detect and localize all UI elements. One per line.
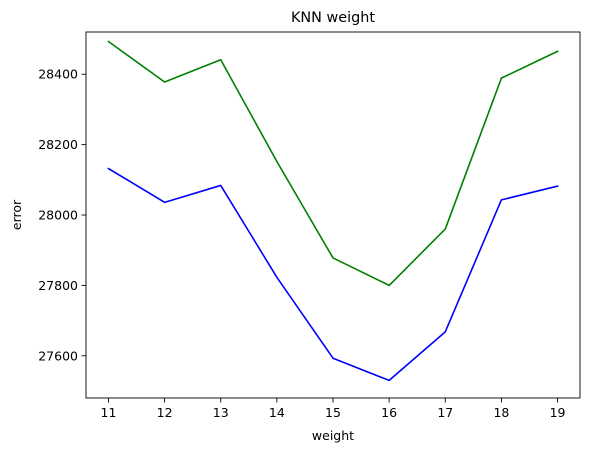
x-tick-label: 16 (381, 405, 397, 420)
x-tick-label: 12 (157, 405, 173, 420)
y-axis-ticks: 27600 27800 28000 28200 28400 (38, 67, 86, 363)
x-axis-ticks: 11 12 13 14 15 16 17 18 19 (101, 398, 566, 420)
x-tick-label: 13 (213, 405, 229, 420)
x-tick-label: 17 (437, 405, 453, 420)
y-tick-label: 27800 (38, 278, 78, 293)
y-tick-label: 27600 (38, 348, 78, 363)
series-line-1 (107, 40, 559, 287)
y-axis-label: error (9, 199, 24, 230)
plot-frame (85, 31, 581, 399)
x-tick-label: 19 (550, 405, 566, 420)
x-tick-label: 14 (269, 405, 285, 420)
series-line-2 (107, 167, 559, 382)
y-tick-label: 28400 (38, 67, 78, 82)
chart-title: KNN weight (291, 10, 375, 26)
x-tick-label: 18 (493, 405, 509, 420)
series-layer (107, 40, 559, 382)
x-axis-label: weight (312, 428, 354, 443)
x-tick-label: 11 (101, 405, 117, 420)
x-tick-label: 15 (325, 405, 341, 420)
y-tick-label: 28000 (38, 208, 78, 223)
y-tick-label: 28200 (38, 137, 78, 152)
